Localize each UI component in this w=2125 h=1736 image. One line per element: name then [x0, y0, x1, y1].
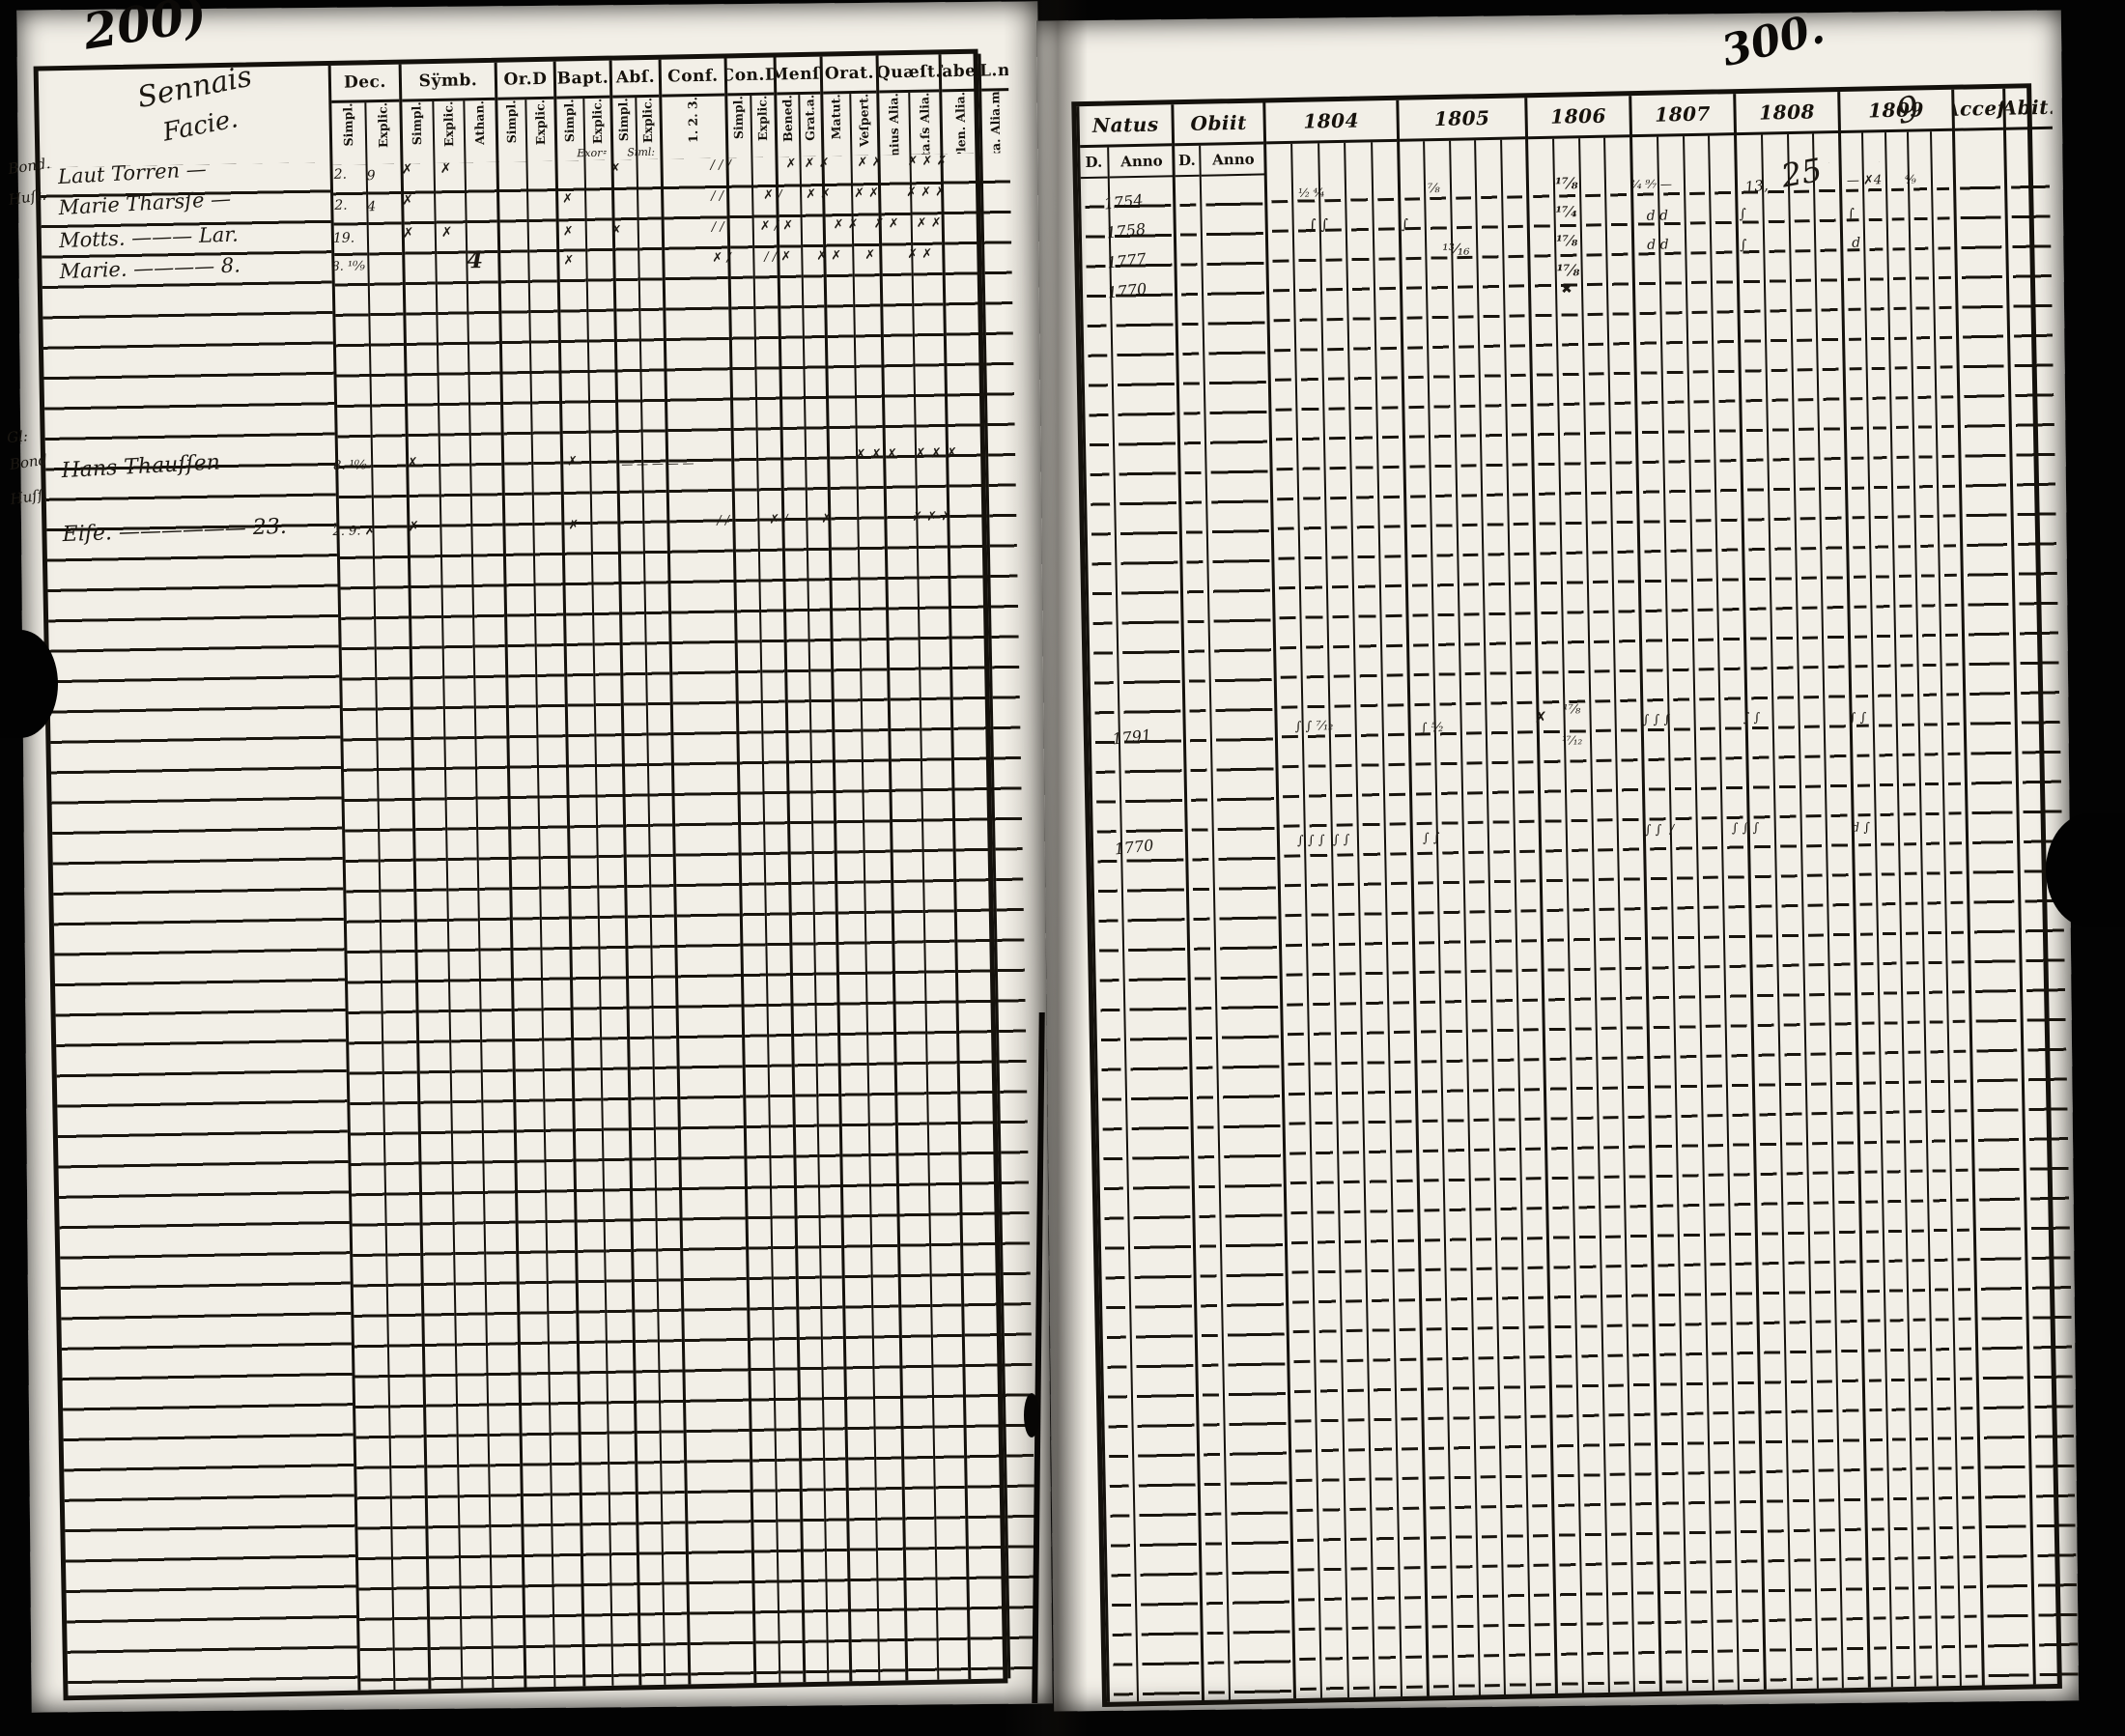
subcolumn-label: Simpl.	[331, 102, 365, 165]
subcolumn-label-text: Simpl.	[409, 101, 425, 146]
subcolumn-label-text: Simpl.	[615, 98, 632, 142]
right-table: NatusD.AnnoObiitD.Anno180418051806180718…	[1071, 83, 2082, 1707]
group-label: Conf.	[661, 58, 725, 98]
edge-blob-left	[0, 630, 58, 738]
group-label: Tabel.	[941, 53, 979, 93]
group-label: Acceſ.	[1954, 88, 2003, 131]
name-column-header	[39, 66, 330, 167]
page-left: Dec. Simpl. Explic. Sÿmb. Simpl. Explic. Athan…	[6, 1, 1053, 1713]
subcolumn-label: Grat.a.	[800, 95, 822, 157]
subcolumn-label: Anno	[1201, 144, 1266, 177]
subcolumn-label-text: Explic.	[375, 101, 390, 149]
group-label: Dec.	[330, 64, 400, 103]
subcolumn-label: Veſpert.	[851, 94, 878, 156]
subcolumn-label-text: Matut.	[828, 94, 844, 140]
subcolumn-label-text: Simpl.	[730, 96, 747, 140]
subcolumn-label: Simpl.	[612, 98, 636, 159]
subcolumn-label: Matut.	[823, 94, 850, 156]
group-label: Or.D	[496, 61, 554, 100]
book-gutter-shadow	[1003, 0, 1109, 1736]
group-label: Abſ.	[611, 59, 660, 99]
group-label: Obiit	[1174, 102, 1264, 147]
subcolumn-label-text: Simpl.	[561, 99, 578, 143]
group-label: 1806	[1527, 96, 1630, 140]
subcolumn-label-text: 1. 2. 3.	[685, 96, 701, 144]
edge-blob-right	[2046, 813, 2125, 927]
subcolumn-label-text: Simpl.	[340, 102, 355, 147]
subcolumn-label: Athan.	[466, 100, 496, 163]
subcolumn-label-text: Explic.	[588, 98, 605, 145]
subcolumn-label: Explic.	[751, 96, 775, 157]
group-label: Menſ.	[776, 56, 821, 96]
subcolumn-label: Simpl.	[497, 100, 525, 162]
subcolumn-label: Simpl.	[402, 101, 433, 164]
handwritten-note: Huſſ.	[9, 485, 49, 508]
group-label: Quæſt.	[878, 54, 940, 94]
subcolumn-label-text: Bened.	[779, 95, 795, 143]
subcolumn-label: Explic.	[366, 102, 400, 165]
subcolumn-label: Simpl.	[556, 99, 583, 160]
name-column	[39, 66, 358, 1696]
subcolumn-label-text: Exa. Alia.m	[986, 91, 1004, 154]
subcolumn-label-text: Simpl.	[503, 100, 519, 144]
subcolumn-label: Anno	[1109, 146, 1175, 179]
group-label: Sÿmb.	[401, 62, 496, 102]
right-table-columns: NatusD.AnnoObiitD.Anno180418051806180718…	[1076, 87, 2082, 1702]
subcolumn-label: Explic.	[637, 98, 660, 159]
group-label: Con.D	[726, 57, 775, 97]
subcolumn-label: Simpl.	[727, 96, 751, 157]
left-table-columns: Dec. Simpl. Explic. Sÿmb. Simpl. Explic. Athan…	[39, 53, 1038, 1696]
subcolumn-label-text: Plen. Alia.	[951, 91, 969, 155]
fold-ink-blob	[1024, 1393, 1039, 1437]
subcolumn-label-text: Dicta.ſs Alia.	[916, 92, 933, 155]
handwritten-note: Gl:	[6, 427, 29, 447]
handwritten-note: Bond	[8, 450, 49, 473]
group-label: 1807	[1631, 94, 1735, 138]
subcolumn-label: Explic.	[434, 100, 465, 163]
group-label: Bapt.	[555, 60, 610, 100]
subcolumn-label: 1. 2. 3.	[662, 96, 725, 158]
subcolumn-label: Bened.	[777, 95, 799, 157]
subcolumn-label-text: Explic.	[754, 95, 771, 142]
subcolumn-label-text: Explic.	[532, 99, 548, 146]
subcolumn-label-text: Plenius Alia.	[886, 93, 902, 156]
subcolumn-label-text: Explic.	[440, 100, 456, 148]
subcolumn-label: Explic.	[526, 100, 554, 162]
subcolumn-label-text: Athan.	[471, 100, 488, 146]
subcolumn-label-text: Grat.a.	[802, 94, 818, 141]
group-label: 1805	[1399, 98, 1526, 142]
name-column-ruling	[40, 161, 358, 1696]
subcolumn-label: Plen. Alia.	[942, 91, 979, 155]
subcolumn-label: Dicta.ſs Alia.	[910, 92, 940, 155]
group-label: 1809	[1840, 89, 1952, 134]
group-label: 1808	[1736, 92, 1839, 136]
group-label: 1804	[1265, 100, 1398, 145]
subcolumn-label: D.	[1175, 145, 1200, 178]
page-right: NatusD.AnnoObiitD.Anno180418051806180718…	[1035, 10, 2082, 1712]
subcolumn-label: Plenius Alia.	[879, 93, 909, 156]
subcolumn-label-text: Veſpert.	[855, 93, 871, 148]
left-table: Dec. Simpl. Explic. Sÿmb. Simpl. Explic. Athan…	[6, 48, 1038, 1701]
group-label: Abit.	[2005, 87, 2053, 130]
subcolumn-label: Explic.	[584, 99, 611, 160]
group-label: Orat.	[822, 55, 877, 95]
subcolumn-label-text: Explic.	[639, 97, 656, 144]
